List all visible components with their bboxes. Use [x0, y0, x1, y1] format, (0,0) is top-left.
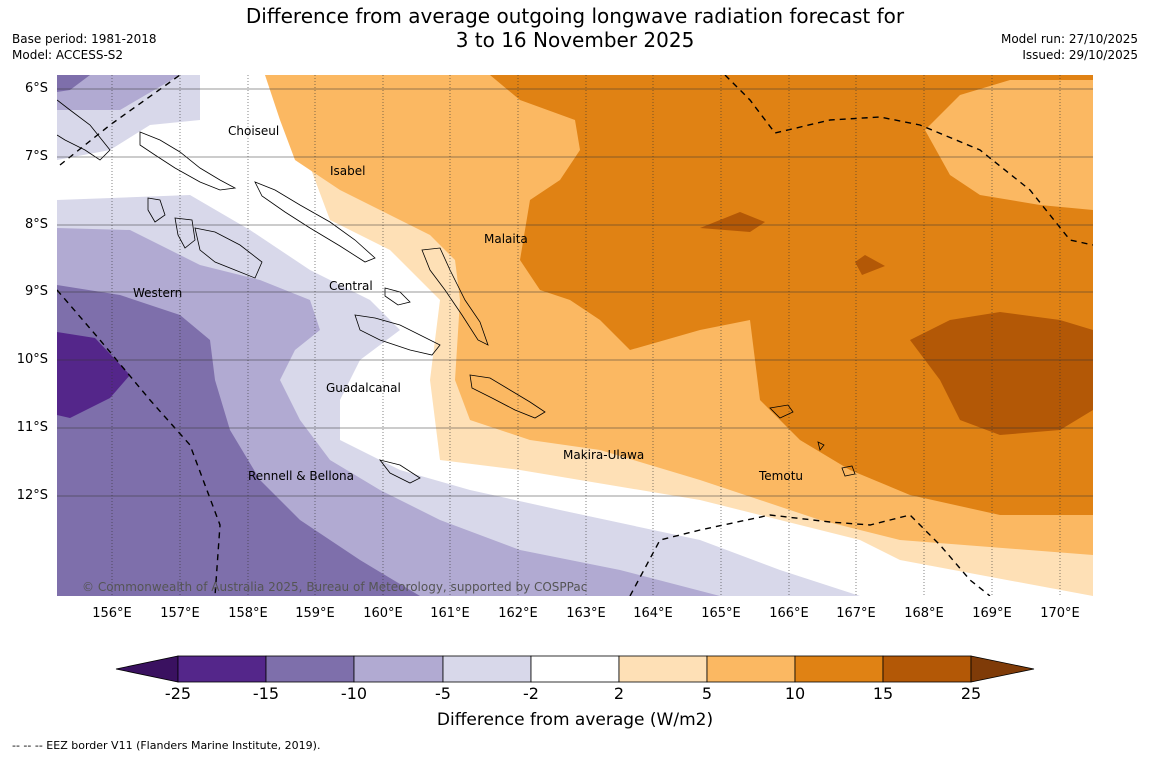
lon-label: 160°E [363, 606, 403, 621]
copyright-text: © Commonwealth of Australia 2025, Bureau… [82, 580, 588, 594]
region-label-central: Central [329, 279, 373, 293]
cb-seg-7 [706, 655, 796, 683]
island-outlines [57, 99, 856, 484]
lon-label: 159°E [295, 606, 335, 621]
lon-label: 162°E [498, 606, 538, 621]
lon-label: 158°E [228, 606, 268, 621]
map-title: Difference from average outgoing longwav… [0, 4, 1150, 52]
lon-label: 164°E [633, 606, 673, 621]
lon-label: 169°E [972, 606, 1012, 621]
lon-label: 156°E [92, 606, 132, 621]
cb-seg-1 [177, 655, 267, 683]
lat-label: 8°S [24, 217, 48, 232]
lon-label: 170°E [1040, 606, 1080, 621]
cb-seg-5 [530, 655, 620, 683]
cb-seg-3 [353, 655, 444, 683]
band-minus15-to-minus10 [57, 75, 90, 92]
colorbar-tick: 25 [960, 684, 982, 703]
lon-label: 168°E [904, 606, 944, 621]
cb-seg-8 [794, 655, 884, 683]
meta-right: Model run: 27/10/2025 Issued: 29/10/2025 [1001, 31, 1138, 63]
band-minus25-to-minus15 [57, 332, 130, 418]
cb-seg-4 [442, 655, 532, 683]
model-name: Model: ACCESS-S2 [12, 48, 124, 62]
lon-label: 165°E [701, 606, 741, 621]
colorbar-tick: -25 [164, 684, 192, 703]
model-run: Model run: 27/10/2025 [1000, 32, 1138, 46]
lon-label: 166°E [769, 606, 809, 621]
colorbar-tick: -2 [523, 684, 539, 703]
base-period: Base period: 1981-2018 [12, 32, 157, 46]
title-line-2: 3 to 16 November 2025 [455, 28, 695, 52]
cb-under [115, 655, 179, 683]
cb-seg-2 [265, 655, 355, 683]
issued-date: Issued: 29/10/2025 [1022, 48, 1138, 62]
eez-legend-note: -- -- -- EEZ border V11 (Flanders Marine… [12, 739, 321, 752]
lat-label: 6°S [24, 81, 48, 96]
lon-label: 161°E [430, 606, 470, 621]
lat-label: 7°S [24, 149, 48, 164]
lon-label: 167°E [836, 606, 876, 621]
title-line-1: Difference from average outgoing longwav… [245, 4, 905, 28]
lat-label: 11°S [16, 420, 48, 435]
colorbar [115, 655, 1035, 683]
colorbar-tick: 10 [784, 684, 806, 703]
colorbar-tick: -15 [252, 684, 280, 703]
lat-label: 9°S [24, 284, 48, 299]
lat-lines [57, 88, 1093, 497]
band-minus10-to-minus5 [57, 75, 180, 110]
meta-left: Base period: 1981-2018 Model: ACCESS-S2 [12, 31, 157, 63]
lon-label: 157°E [160, 606, 200, 621]
colorbar-tick: -5 [435, 684, 451, 703]
colorbar-label: Difference from average (W/m2) [436, 710, 714, 730]
cb-seg-9 [882, 655, 972, 683]
cb-over [970, 655, 1035, 683]
colorbar-tick: 5 [701, 684, 713, 703]
region-label-guadalcanal: Guadalcanal [326, 381, 401, 395]
band-15-to-25 [910, 312, 1093, 435]
eez-borders [57, 75, 1093, 596]
region-label-makira-ulawa: Makira-Ulawa [563, 448, 645, 462]
region-label-choiseul: Choiseul [228, 124, 280, 138]
colorbar-tick: 15 [872, 684, 894, 703]
lat-label: 12°S [16, 488, 48, 503]
lon-label: 163°E [566, 606, 606, 621]
region-label-western: Western [133, 286, 183, 300]
region-label-temotu: Temotu [759, 469, 804, 483]
colorbar-tick: -10 [340, 684, 368, 703]
region-label-malaita: Malaita [484, 232, 528, 246]
colorbar-tick: 2 [613, 684, 625, 703]
cb-seg-6 [618, 655, 708, 683]
band-10-to-15 [490, 75, 1093, 515]
region-label-isabel: Isabel [330, 164, 366, 178]
lat-label: 10°S [16, 352, 48, 367]
region-label-rennell-bellona: Rennell & Bellona [248, 469, 355, 483]
